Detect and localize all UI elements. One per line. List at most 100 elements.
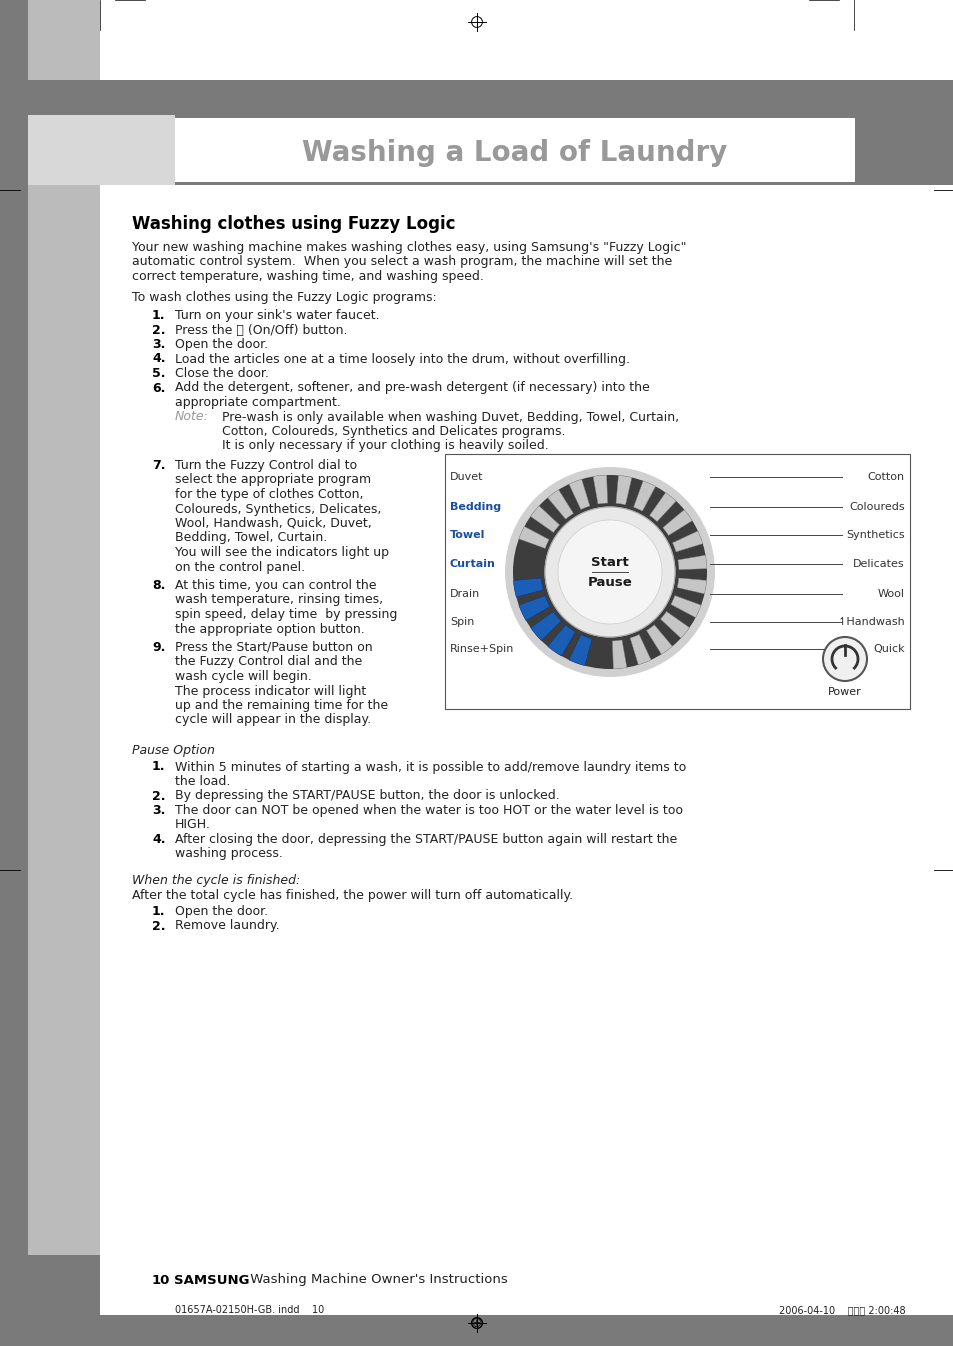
Text: 1.: 1.: [152, 905, 165, 918]
Text: 1.: 1.: [152, 310, 165, 322]
Text: Pre-wash is only available when washing Duvet, Bedding, Towel, Curtain,: Pre-wash is only available when washing …: [222, 411, 679, 424]
Text: appropriate compartment.: appropriate compartment.: [174, 396, 340, 409]
Circle shape: [544, 507, 675, 637]
Wedge shape: [547, 490, 573, 520]
Text: 3.: 3.: [152, 804, 165, 817]
Text: 8.: 8.: [152, 579, 165, 592]
Text: Open the door.: Open the door.: [174, 338, 268, 351]
Bar: [0, 0, 953, 110]
Text: It is only necessary if your clothing is heavily soiled.: It is only necessary if your clothing is…: [222, 440, 548, 452]
Wedge shape: [678, 555, 706, 569]
Text: HIGH.: HIGH.: [174, 818, 211, 832]
Text: Turn the Fuzzy Control dial to: Turn the Fuzzy Control dial to: [174, 459, 356, 472]
Bar: [0, 1254, 953, 1346]
Text: Add the detergent, softener, and pre-wash detergent (if necessary) into the: Add the detergent, softener, and pre-was…: [174, 381, 649, 394]
Text: 2006-04-10    ソフト 2:00:48: 2006-04-10 ソフト 2:00:48: [779, 1306, 904, 1315]
Text: Coloureds: Coloureds: [848, 502, 904, 511]
Text: 01657A-02150H-GB. indd    10: 01657A-02150H-GB. indd 10: [174, 1306, 324, 1315]
Text: Pause Option: Pause Option: [132, 744, 214, 756]
Text: 3.: 3.: [152, 338, 165, 351]
Bar: [444, 454, 909, 709]
Text: Delicates: Delicates: [853, 559, 904, 569]
Text: Cotton: Cotton: [867, 472, 904, 482]
Text: spin speed, delay time  by pressing: spin speed, delay time by pressing: [174, 608, 397, 621]
Text: 1.: 1.: [152, 760, 165, 774]
Wedge shape: [677, 577, 706, 594]
Text: 2.: 2.: [152, 790, 165, 802]
Text: After closing the door, depressing the START/PAUSE button again will restart the: After closing the door, depressing the S…: [174, 833, 677, 847]
Wedge shape: [612, 639, 626, 669]
Text: automatic control system.  When you select a wash program, the machine will set : automatic control system. When you selec…: [132, 256, 672, 268]
Text: Rinse+Spin: Rinse+Spin: [450, 643, 514, 654]
Wedge shape: [630, 634, 650, 665]
Wedge shape: [672, 532, 702, 552]
Wedge shape: [513, 577, 543, 598]
Text: washing process.: washing process.: [174, 848, 283, 860]
Wedge shape: [649, 493, 676, 521]
Text: 4.: 4.: [152, 353, 165, 366]
Text: up and the remaining time for the: up and the remaining time for the: [174, 699, 388, 712]
Text: Load the articles one at a time loosely into the drum, without overfilling.: Load the articles one at a time loosely …: [174, 353, 629, 366]
Circle shape: [822, 637, 866, 681]
Wedge shape: [662, 510, 692, 536]
Text: the appropriate option button.: the appropriate option button.: [174, 622, 364, 635]
Wedge shape: [616, 475, 631, 505]
Text: Washing clothes using Fuzzy Logic: Washing clothes using Fuzzy Logic: [132, 215, 455, 233]
Text: SAMSUNG: SAMSUNG: [173, 1273, 250, 1287]
Text: Coloureds, Synthetics, Delicates,: Coloureds, Synthetics, Delicates,: [174, 502, 381, 516]
Text: Curtain: Curtain: [450, 559, 496, 569]
Text: wash temperature, rinsing times,: wash temperature, rinsing times,: [174, 594, 383, 607]
Text: 9.: 9.: [152, 641, 165, 654]
Circle shape: [513, 475, 706, 669]
Text: Note:: Note:: [174, 411, 209, 424]
Text: the load.: the load.: [174, 775, 230, 787]
Text: Wool, Handwash, Quick, Duvet,: Wool, Handwash, Quick, Duvet,: [174, 517, 372, 530]
Text: The process indicator will light: The process indicator will light: [174, 685, 366, 697]
Text: Open the door.: Open the door.: [174, 905, 268, 918]
Bar: [100, 1254, 953, 1315]
Text: Power: Power: [827, 686, 861, 697]
Text: Spin: Spin: [450, 616, 474, 627]
Text: Within 5 minutes of starting a wash, it is possible to add/remove laundry items : Within 5 minutes of starting a wash, it …: [174, 760, 685, 774]
Text: ⊕: ⊕: [471, 1316, 482, 1330]
Text: Duvet: Duvet: [450, 472, 483, 482]
Wedge shape: [633, 481, 655, 511]
Text: The door can NOT be opened when the water is too HOT or the water level is too: The door can NOT be opened when the wate…: [174, 804, 682, 817]
Bar: [100, 75, 953, 1254]
Text: on the control panel.: on the control panel.: [174, 560, 305, 573]
Text: 10: 10: [152, 1273, 171, 1287]
Text: Press the ⓞ (On/Off) button.: Press the ⓞ (On/Off) button.: [174, 323, 347, 336]
Bar: [28, 75, 100, 1254]
Wedge shape: [530, 611, 560, 641]
Wedge shape: [646, 625, 672, 654]
Circle shape: [558, 520, 661, 625]
Wedge shape: [568, 634, 592, 666]
Wedge shape: [568, 479, 589, 510]
Text: Cotton, Coloureds, Synthetics and Delicates programs.: Cotton, Coloureds, Synthetics and Delica…: [222, 425, 565, 437]
Wedge shape: [593, 475, 607, 503]
Text: 2.: 2.: [152, 919, 165, 933]
Text: 4.: 4.: [152, 833, 165, 847]
Wedge shape: [670, 595, 700, 618]
Text: Wool: Wool: [877, 590, 904, 599]
Text: Start: Start: [591, 556, 628, 569]
Wedge shape: [659, 611, 689, 638]
Text: To wash clothes using the Fuzzy Logic programs:: To wash clothes using the Fuzzy Logic pr…: [132, 291, 436, 303]
Text: the Fuzzy Control dial and the: the Fuzzy Control dial and the: [174, 656, 362, 669]
Text: 6.: 6.: [152, 381, 165, 394]
Text: At this time, you can control the: At this time, you can control the: [174, 579, 376, 592]
Wedge shape: [518, 595, 550, 621]
Text: Turn on your sink's water faucet.: Turn on your sink's water faucet.: [174, 310, 379, 322]
Text: Remove laundry.: Remove laundry.: [174, 919, 279, 933]
Text: Your new washing machine makes washing clothes easy, using Samsung's "Fuzzy Logi: Your new washing machine makes washing c…: [132, 241, 686, 254]
Text: Quick: Quick: [872, 643, 904, 654]
Text: Synthetics: Synthetics: [845, 530, 904, 540]
Bar: [28, 0, 100, 1346]
Bar: [174, 118, 854, 182]
Circle shape: [504, 467, 714, 677]
Wedge shape: [530, 506, 559, 533]
Circle shape: [544, 507, 675, 637]
Text: Washing a Load of Laundry: Washing a Load of Laundry: [302, 139, 727, 167]
Bar: [28, 79, 953, 184]
Text: By depressing the START/PAUSE button, the door is unlocked.: By depressing the START/PAUSE button, th…: [174, 790, 559, 802]
